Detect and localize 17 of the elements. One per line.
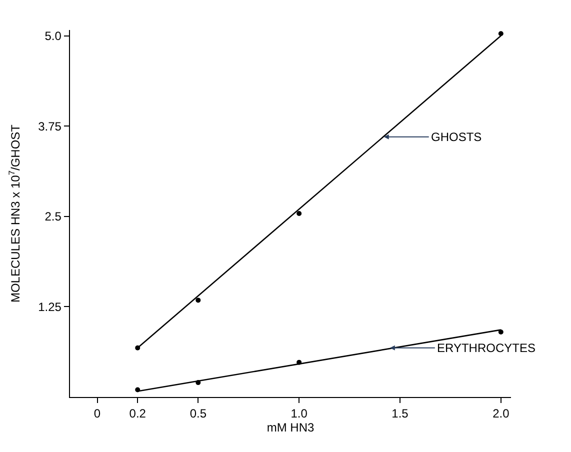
x-axis-title: mM HN3 <box>266 420 314 435</box>
point <box>196 298 201 303</box>
y-tick-label: 3.75 <box>38 119 62 134</box>
point <box>498 31 504 36</box>
annotation: GHOSTS <box>431 130 482 144</box>
x-tick-label: 0.5 <box>190 406 207 421</box>
x-tick-label: 0 <box>94 406 101 421</box>
y-tick-label: 2.5 <box>44 210 62 224</box>
x-tick-label: 1.0 <box>290 406 308 421</box>
y-tick-label: 1.25 <box>38 300 62 314</box>
x-tick-label: 1.5 <box>392 406 409 421</box>
y-tick-label: 5.0 <box>44 28 62 43</box>
x-tick-label: 0.2 <box>129 406 146 421</box>
point <box>296 211 302 216</box>
annotation: ERYTHROCYTES <box>437 341 536 355</box>
x-tick-label: 2.0 <box>492 406 510 421</box>
point <box>498 329 504 334</box>
